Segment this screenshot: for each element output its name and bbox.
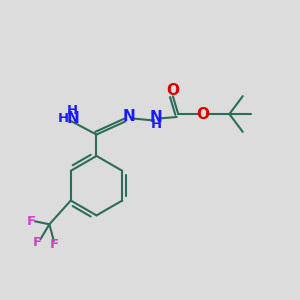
Text: F: F [32,236,41,249]
Text: N: N [123,109,136,124]
Text: O: O [167,83,179,98]
Text: N: N [150,110,162,125]
Text: H: H [67,104,78,117]
Text: H: H [150,118,161,131]
Text: O: O [196,106,209,122]
Text: F: F [49,238,58,251]
Text: N: N [66,111,79,126]
Text: H: H [58,112,69,125]
Text: F: F [27,215,36,228]
